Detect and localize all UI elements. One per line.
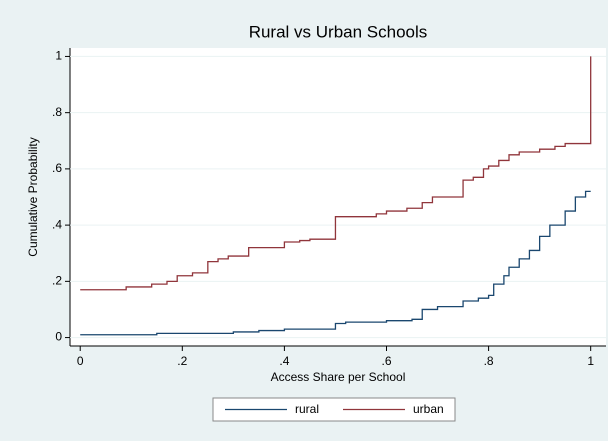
y-tick-label: .6 bbox=[52, 161, 62, 175]
x-tick-label: .2 bbox=[177, 354, 187, 368]
y-tick-label: .8 bbox=[52, 105, 62, 119]
x-tick-label: .4 bbox=[279, 354, 289, 368]
legend-label: urban bbox=[413, 402, 444, 416]
x-tick-label: 0 bbox=[77, 354, 84, 368]
y-tick-label: 1 bbox=[55, 49, 62, 63]
line-series bbox=[80, 56, 592, 291]
legend-label: rural bbox=[295, 402, 319, 416]
y-tick-label: .4 bbox=[52, 217, 62, 231]
x-tick-label: .8 bbox=[484, 354, 494, 368]
legend-box bbox=[212, 397, 456, 422]
y-tick-label: 0 bbox=[55, 330, 62, 344]
y-axis-title: Cumulative Probability bbox=[26, 137, 40, 256]
y-tick-label: .2 bbox=[52, 274, 62, 288]
line-series bbox=[80, 190, 591, 336]
x-axis-title: Access Share per School bbox=[271, 370, 406, 384]
x-tick-label: 1 bbox=[587, 354, 594, 368]
chart-title: Rural vs Urban Schools bbox=[249, 22, 428, 41]
x-tick-label: .6 bbox=[381, 354, 391, 368]
plot-area bbox=[70, 48, 606, 346]
